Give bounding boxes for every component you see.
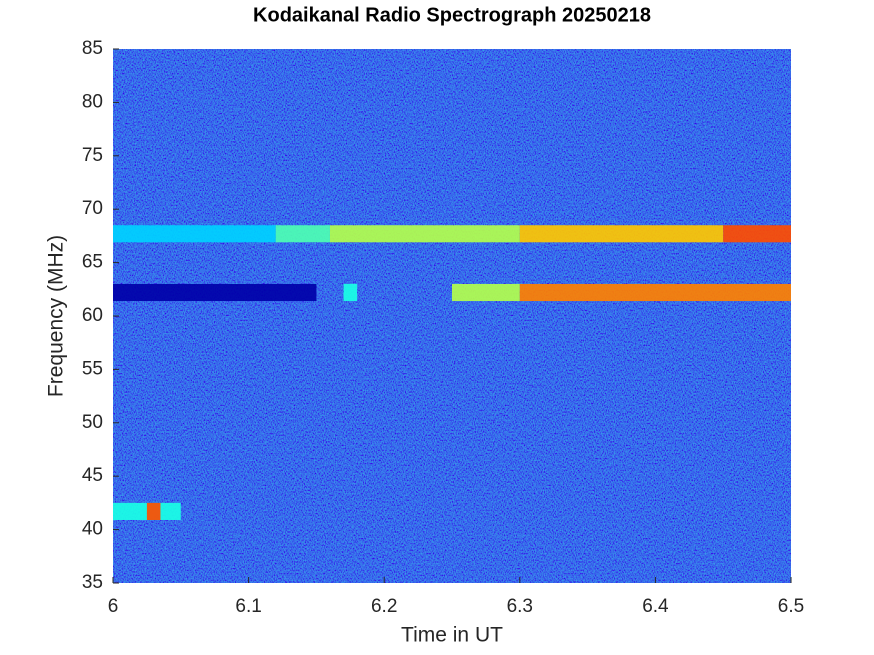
- y-tick-label: 85: [82, 38, 103, 59]
- y-tick-label: 60: [82, 305, 103, 326]
- y-tick-label: 45: [82, 465, 103, 486]
- x-tick-label: 6.2: [371, 596, 397, 617]
- emission-band: [519, 283, 791, 302]
- y-tick-label: 35: [82, 572, 103, 593]
- x-axis-label: Time in UT: [401, 624, 503, 647]
- y-tick-label: 75: [82, 145, 103, 166]
- y-tick-label: 50: [82, 412, 103, 433]
- y-tick-label: 55: [82, 358, 103, 379]
- x-tick-label: 6.1: [235, 596, 261, 617]
- x-tick-label: 6.3: [507, 596, 533, 617]
- y-tick-label: 70: [82, 198, 103, 219]
- emission-band: [113, 225, 276, 243]
- x-tick-label: 6.4: [642, 596, 669, 617]
- emission-band: [723, 225, 791, 243]
- emission-band: [343, 283, 358, 302]
- y-axis-label: Frequency (MHz): [45, 235, 68, 397]
- spectrogram-noise: [113, 49, 791, 583]
- emission-band: [329, 225, 520, 243]
- plot-area: [113, 49, 791, 583]
- emission-band: [452, 283, 520, 302]
- y-tick-label: 80: [82, 91, 103, 112]
- emission-band: [113, 283, 317, 302]
- chart-title: Kodaikanal Radio Spectrograph 20250218: [253, 4, 651, 26]
- emission-band: [275, 225, 330, 243]
- emission-band: [519, 225, 724, 243]
- y-tick-label: 65: [82, 252, 103, 273]
- emission-band: [146, 502, 161, 520]
- x-tick-label: 6.5: [778, 596, 804, 617]
- y-tick-label: 40: [82, 519, 103, 540]
- x-tick-label: 6: [108, 596, 119, 617]
